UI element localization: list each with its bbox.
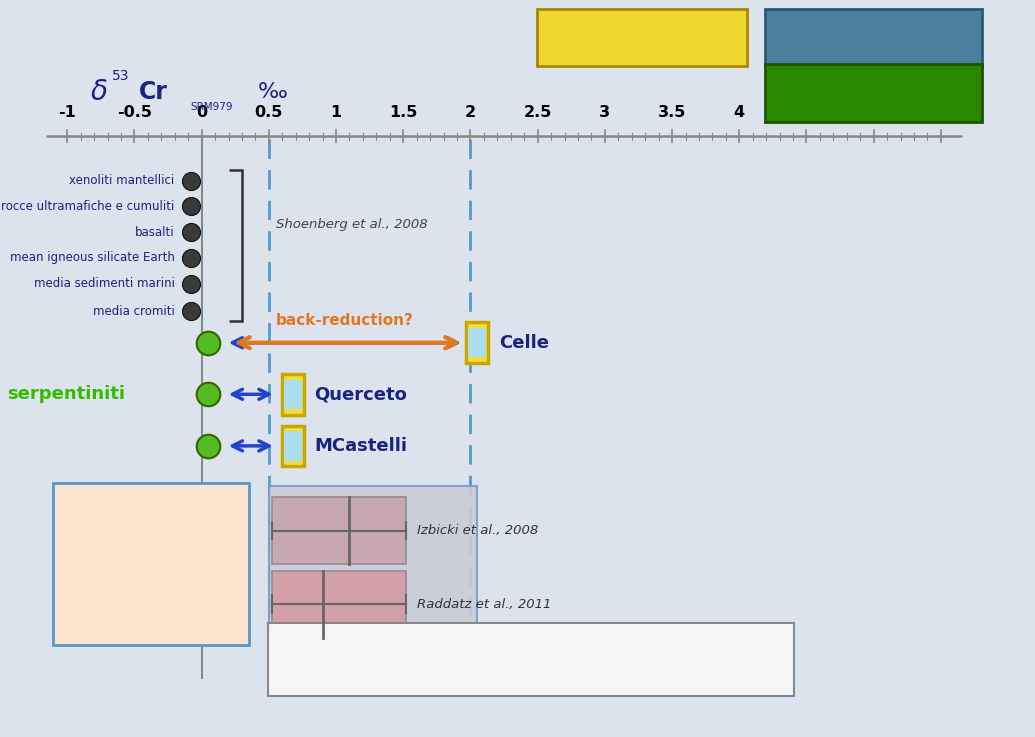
FancyBboxPatch shape	[268, 623, 794, 696]
FancyBboxPatch shape	[467, 323, 487, 363]
Text: 3.5: 3.5	[658, 105, 686, 120]
Text: basalti: basalti	[136, 226, 175, 239]
Text: 3: 3	[599, 105, 611, 120]
Text: 5: 5	[868, 105, 880, 120]
FancyBboxPatch shape	[469, 328, 485, 357]
FancyBboxPatch shape	[283, 426, 304, 467]
Text: -0.5: -0.5	[117, 105, 152, 120]
Text: Cr: Cr	[139, 80, 168, 104]
Text: 2.5: 2.5	[524, 105, 552, 120]
Text: ossidazione: ossidazione	[101, 533, 202, 548]
Text: 0.5: 0.5	[255, 105, 283, 120]
FancyBboxPatch shape	[766, 64, 982, 122]
Text: MCastelli: MCastelli	[315, 437, 408, 455]
Text: ‰: ‰	[258, 82, 288, 102]
Text: 53: 53	[112, 69, 129, 83]
Text: media sedimenti marini: media sedimenti marini	[34, 277, 175, 290]
Text: 5.5: 5.5	[926, 105, 955, 120]
Text: SRM979: SRM979	[190, 102, 233, 112]
Text: Celle: Celle	[499, 334, 549, 352]
Text: 0: 0	[196, 105, 207, 120]
Text: Shoenberg et al., 2008: Shoenberg et al., 2008	[275, 218, 427, 231]
FancyBboxPatch shape	[283, 374, 304, 414]
FancyBboxPatch shape	[271, 497, 406, 564]
Text: mean igneous silicate Earth: mean igneous silicate Earth	[10, 251, 175, 265]
FancyBboxPatch shape	[271, 571, 406, 638]
FancyBboxPatch shape	[766, 9, 982, 66]
FancyBboxPatch shape	[53, 483, 249, 645]
Text: -1: -1	[58, 105, 77, 120]
Text: Querceto: Querceto	[315, 385, 408, 403]
Text: Cr (III) – (VI): Cr (III) – (VI)	[99, 590, 203, 605]
Text: media cromiti: media cromiti	[93, 304, 175, 318]
Text: Raddatz et al., 2011: Raddatz et al., 2011	[417, 598, 551, 611]
Text: serpentiniti: serpentiniti	[6, 385, 125, 403]
FancyBboxPatch shape	[537, 9, 746, 66]
Text: $\delta$: $\delta$	[90, 79, 108, 105]
Text: 1: 1	[330, 105, 342, 120]
Text: 4: 4	[734, 105, 745, 120]
Text: acque naturalmente anomale in Cr: acque naturalmente anomale in Cr	[410, 653, 652, 666]
Text: acque Copenhagen: acque Copenhagen	[567, 31, 716, 44]
FancyBboxPatch shape	[285, 431, 302, 461]
Text: xenoliti mantellici: xenoliti mantellici	[69, 174, 175, 187]
Text: 4.5: 4.5	[793, 105, 821, 120]
Text: back-reduction?: back-reduction?	[275, 313, 413, 328]
Text: rocce ultramafiche e cumuliti: rocce ultramafiche e cumuliti	[1, 200, 175, 213]
Text: 2: 2	[465, 105, 476, 120]
Text: 1.5: 1.5	[389, 105, 417, 120]
Text: Izbicki et al., 2008: Izbicki et al., 2008	[417, 524, 538, 537]
Text: serpentiniti IGG-GNR: serpentiniti IGG-GNR	[792, 86, 955, 99]
Text: acque IGG-GNR: acque IGG-GNR	[815, 31, 934, 44]
FancyBboxPatch shape	[285, 380, 302, 409]
FancyBboxPatch shape	[269, 486, 477, 641]
